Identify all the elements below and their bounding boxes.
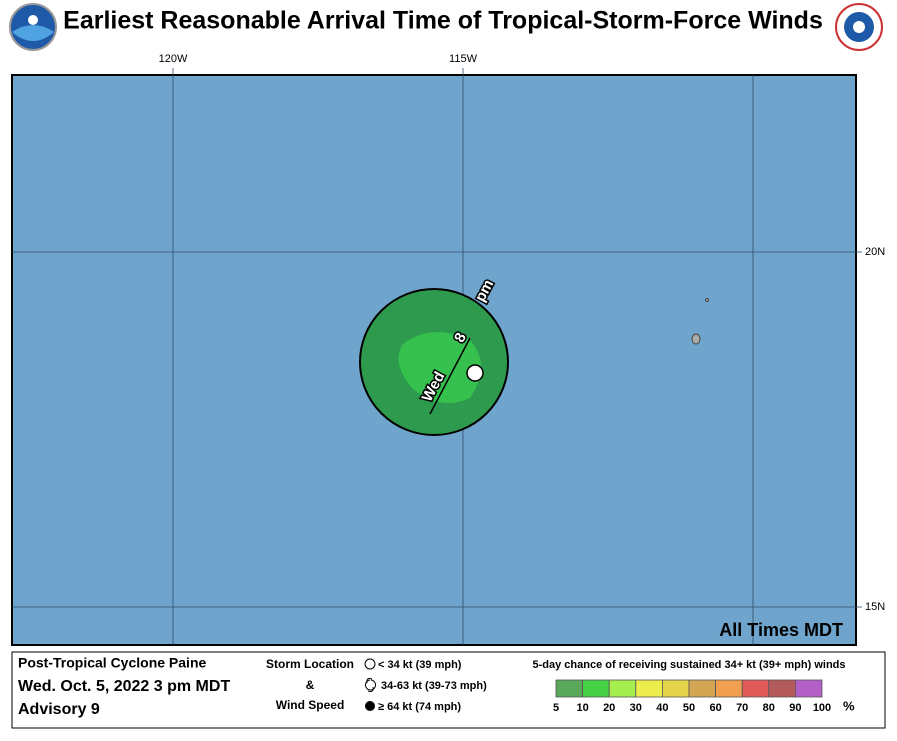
legend-icon <box>365 678 376 692</box>
island <box>691 333 701 345</box>
wind-speed: Wind Speed <box>276 698 345 712</box>
legend-item: ≥ 64 kt (74 mph) <box>378 701 461 713</box>
lat-label: 15N <box>865 601 885 613</box>
scale-title: 5-day chance of receiving sustained 34+ … <box>533 659 846 671</box>
date: Wed. Oct. 5, 2022 3 pm MDT <box>18 678 230 695</box>
noaa-logo <box>9 3 57 51</box>
lon-label: 120W <box>159 53 188 65</box>
time-note: All Times MDT <box>719 620 843 640</box>
legend-icon <box>365 701 375 711</box>
scale-label: 20 <box>603 702 615 714</box>
scale-label: 10 <box>576 702 588 714</box>
scale-label: 50 <box>683 702 695 714</box>
legend-item: 34-63 kt (39-73 mph) <box>381 680 487 692</box>
scale-label: 100 <box>813 702 831 714</box>
wind-area-inner <box>398 332 481 404</box>
scale-label: 90 <box>789 702 801 714</box>
title: Earliest Reasonable Arrival Time of Trop… <box>63 7 823 35</box>
scale-label: 60 <box>709 702 721 714</box>
island <box>705 298 709 302</box>
scale-label: 5 <box>553 702 559 714</box>
amp: & <box>306 678 315 692</box>
nws-logo <box>835 3 883 51</box>
storm-name: Post-Tropical Cyclone Paine <box>18 655 206 671</box>
lat-label: 20N <box>865 246 885 258</box>
percent: % <box>843 698 855 713</box>
lon-label: 115W <box>449 53 478 65</box>
scale-label: 40 <box>656 702 668 714</box>
color-scale <box>555 679 823 698</box>
storm-location: Storm Location <box>266 657 354 671</box>
legend-item: < 34 kt (39 mph) <box>378 659 462 671</box>
legend-icon <box>364 658 376 670</box>
scale-label: 70 <box>736 702 748 714</box>
contour-label-line <box>429 337 471 415</box>
advisory: Advisory 9 <box>18 701 100 718</box>
scale-label: 80 <box>763 702 775 714</box>
scale-label: 30 <box>630 702 642 714</box>
storm-position <box>466 364 484 382</box>
